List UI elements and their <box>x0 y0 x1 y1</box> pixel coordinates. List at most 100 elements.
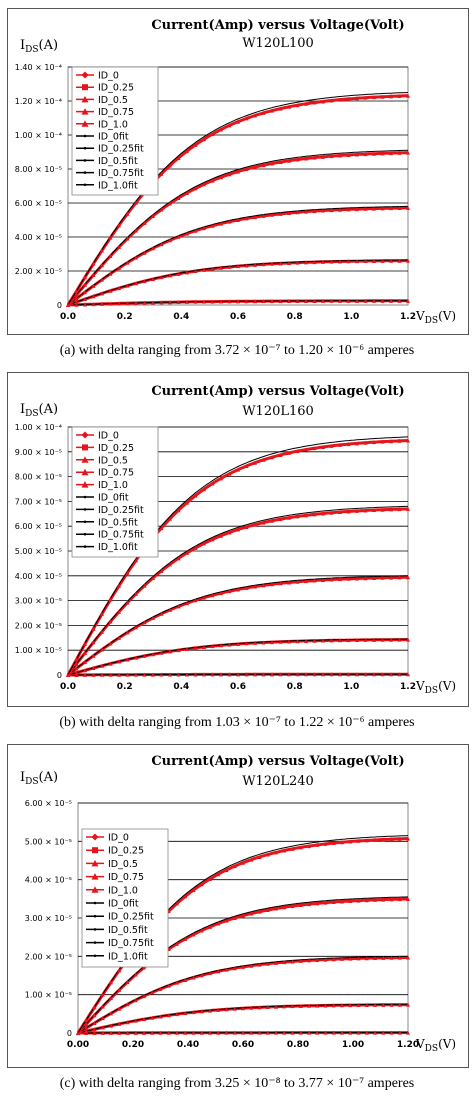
data-point <box>185 270 189 275</box>
data-point <box>356 956 361 961</box>
data-point <box>389 507 393 512</box>
data-point <box>406 575 410 580</box>
data-point <box>91 302 96 307</box>
data-point <box>295 103 300 108</box>
data-point <box>227 264 232 269</box>
data-point <box>159 525 164 530</box>
data-point <box>338 153 342 158</box>
data-point <box>125 570 130 575</box>
data-point <box>241 913 245 918</box>
x-tick-label: 0.0 <box>60 682 76 692</box>
chart-panel-b: Current(Amp) versus Voltage(Volt) W120L16… <box>7 372 469 707</box>
data-point <box>346 96 351 101</box>
data-point <box>295 260 300 265</box>
data-point <box>312 512 317 517</box>
chart-title: Current(Amp) versus Voltage(Volt) <box>151 754 404 769</box>
legend-label: ID_0.5 <box>108 859 138 870</box>
data-point <box>199 1009 204 1014</box>
data-point <box>270 108 274 113</box>
data-point <box>380 439 385 444</box>
data-point <box>363 95 368 100</box>
data-point <box>134 300 138 305</box>
x-tick-label: 0.2 <box>117 682 133 692</box>
legend-label: ID_0 <box>98 71 119 82</box>
data-point <box>117 672 121 677</box>
data-point <box>397 206 402 211</box>
data-point <box>355 207 359 212</box>
data-point <box>282 848 287 853</box>
data-point <box>364 956 369 961</box>
chart-panel-a: Current(Amp) versus Voltage(Volt) W120L10… <box>7 8 469 335</box>
data-point <box>265 961 270 966</box>
data-point <box>83 302 87 307</box>
data-point <box>84 1022 89 1027</box>
data-point <box>249 911 254 916</box>
data-point <box>168 672 172 677</box>
data-point <box>329 510 334 515</box>
data-point <box>397 438 402 443</box>
data-point <box>244 641 249 646</box>
data-point <box>265 1030 270 1035</box>
data-point <box>236 527 240 532</box>
data-point <box>216 1007 221 1012</box>
data-point <box>346 207 351 212</box>
x-axis-label: VDS(V) <box>415 1037 456 1054</box>
data-point <box>307 1030 311 1035</box>
data-point <box>253 299 257 304</box>
data-point <box>278 581 283 586</box>
data-point <box>224 918 229 923</box>
legend-marker <box>83 520 87 524</box>
legend-marker <box>83 159 87 162</box>
data-point <box>74 670 79 675</box>
data-point <box>356 838 361 843</box>
data-point <box>278 211 283 216</box>
legend-marker <box>83 171 87 174</box>
data-point <box>397 955 402 960</box>
series-line-ID_0.75fit <box>67 505 408 676</box>
data-point <box>142 583 147 588</box>
y-axis-label: IDS(A) <box>20 770 58 787</box>
data-point <box>208 1008 212 1013</box>
data-point <box>219 643 223 648</box>
chart-svg: Current(Amp) versus Voltage(Volt) W120L24… <box>20 754 456 1054</box>
legend-marker <box>82 84 88 91</box>
series-line-ID_1.0fit <box>67 92 409 306</box>
data-point <box>356 1030 361 1035</box>
data-point <box>364 838 369 843</box>
data-point <box>236 641 240 646</box>
data-point <box>329 259 334 264</box>
data-point <box>312 155 317 160</box>
data-point <box>312 672 317 677</box>
data-point <box>175 980 179 985</box>
data-point <box>261 672 266 677</box>
data-point <box>372 298 376 303</box>
legend-label: ID_0 <box>98 431 119 442</box>
data-point <box>257 1030 262 1035</box>
data-point <box>202 137 206 142</box>
data-point <box>372 95 376 100</box>
data-point <box>287 515 291 520</box>
data-point <box>193 545 198 550</box>
data-point <box>236 672 240 677</box>
data-point <box>389 672 393 677</box>
data-point <box>74 292 79 297</box>
data-point <box>159 207 164 212</box>
data-point <box>151 672 155 677</box>
data-point <box>329 672 334 677</box>
data-point <box>244 116 249 121</box>
data-point <box>397 836 402 841</box>
data-point <box>397 258 402 263</box>
data-point <box>232 1030 237 1035</box>
data-point <box>406 438 410 443</box>
data-point <box>287 158 291 163</box>
data-point <box>125 301 130 306</box>
data-point <box>290 1030 295 1035</box>
data-point <box>295 210 300 215</box>
data-point <box>406 506 410 511</box>
data-point <box>287 672 291 677</box>
data-point <box>295 449 300 454</box>
data-point <box>108 301 113 306</box>
data-point <box>142 300 147 305</box>
data-point <box>108 235 113 240</box>
legend-label: ID_0 <box>108 833 129 844</box>
